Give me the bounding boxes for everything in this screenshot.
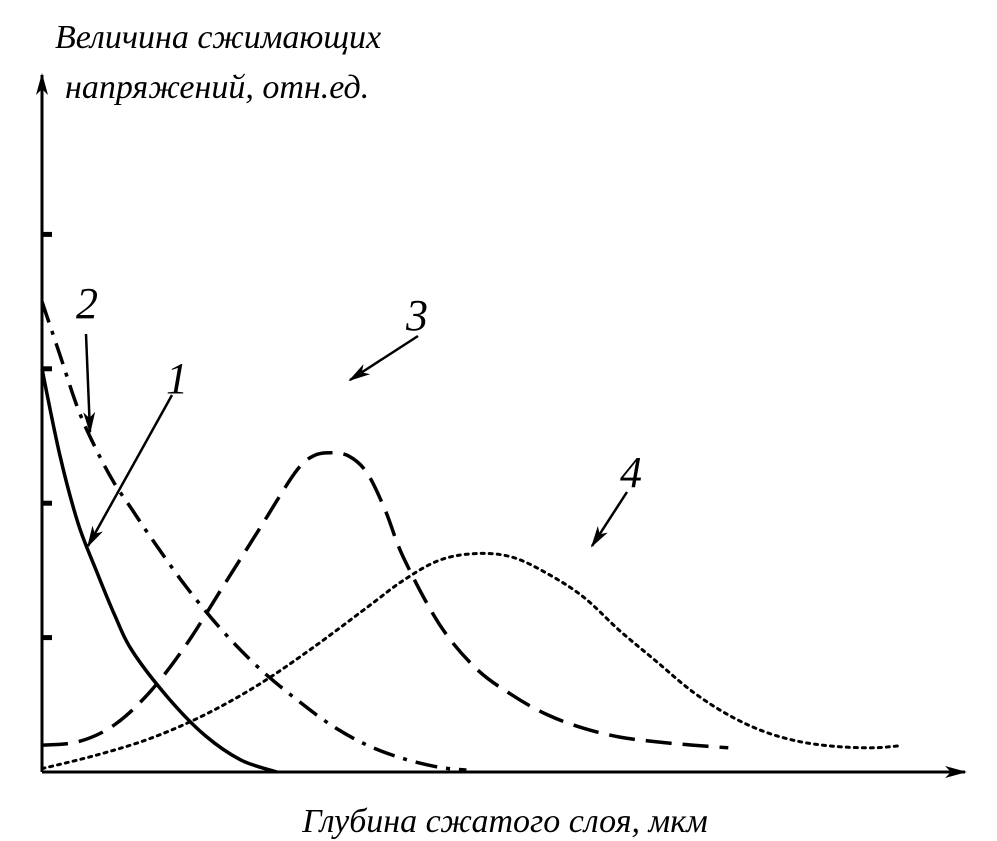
series-1-line xyxy=(40,368,278,774)
curve-leader-arrows xyxy=(83,333,629,548)
leader-arrow-3 xyxy=(348,334,419,382)
y-axis-title-line-2: напряжений, отн.ед. xyxy=(65,69,369,106)
curve-label-3: 3 xyxy=(405,291,428,340)
leader-arrow-2 xyxy=(83,333,96,434)
curve-label-1: 1 xyxy=(166,354,188,403)
curve-label-4: 4 xyxy=(620,448,642,497)
series-3-line xyxy=(41,451,729,750)
y-axis-title-line-1: Величина сжимающих xyxy=(55,19,381,56)
curve-label-2: 2 xyxy=(76,279,98,328)
leader-arrow-1 xyxy=(86,394,174,548)
leader-arrow-4 xyxy=(590,491,629,548)
x-axis-title: Глубина сжатого слоя, мкм xyxy=(301,803,708,840)
